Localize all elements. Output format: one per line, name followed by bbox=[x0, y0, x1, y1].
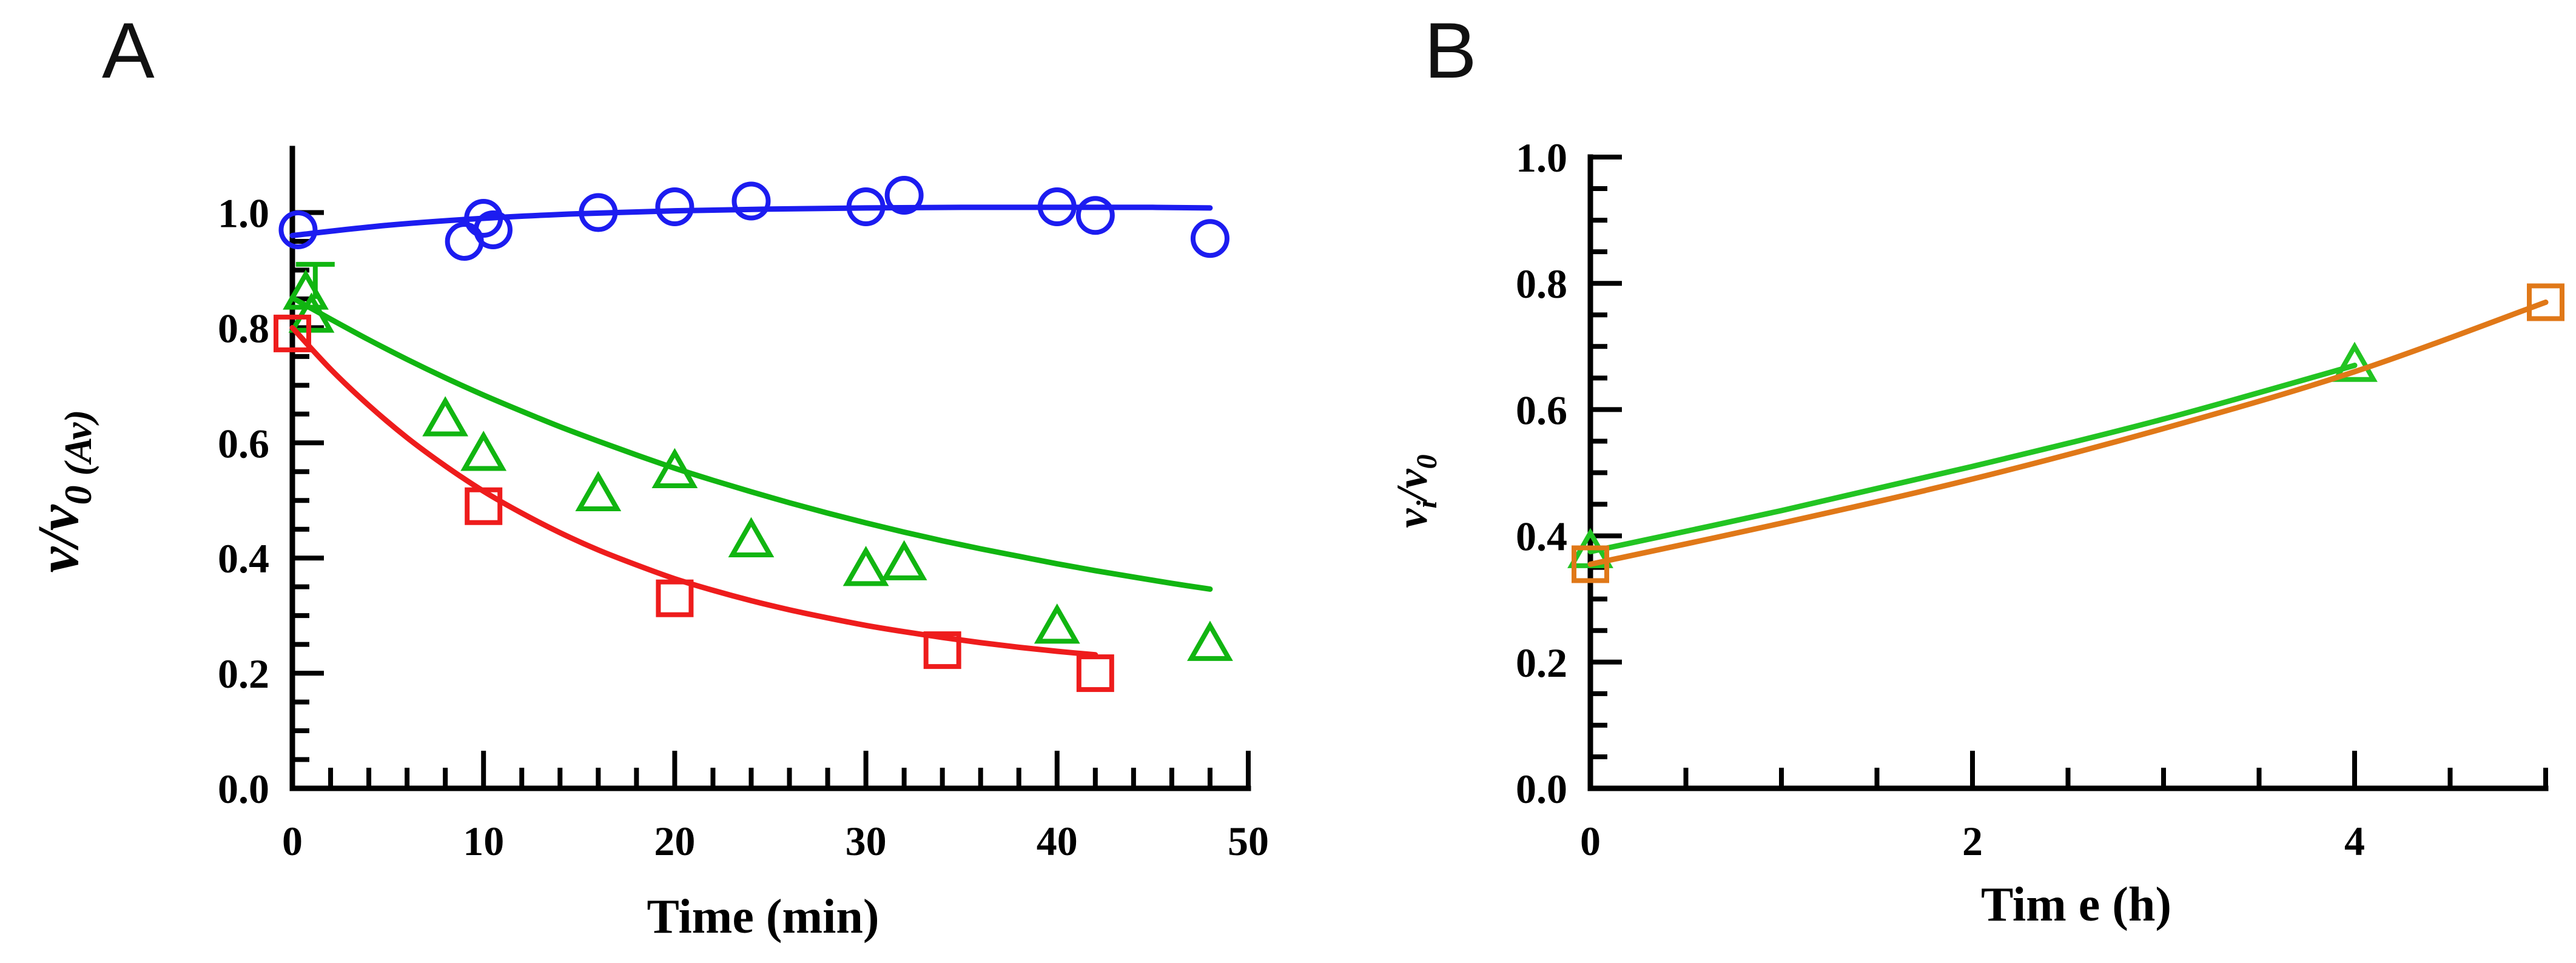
panel-a-circles-point bbox=[278, 210, 318, 249]
panel-a-circles-point bbox=[579, 193, 618, 232]
panel-a-letter: A bbox=[102, 6, 155, 95]
panel-a-y-tick-label: 0.4 bbox=[218, 535, 269, 582]
panel-a-x-axis-title: Time (min) bbox=[647, 890, 879, 944]
panel-a-triangles-point bbox=[1187, 620, 1233, 661]
panel-a-circles-point bbox=[846, 187, 886, 226]
panel-b-y-axis-title: vi/v0 bbox=[1388, 454, 1443, 528]
chart-panel-a: 0.0 0.2 0.4 0.6 0.8 1.0 0 10 20 30 40 50 bbox=[218, 146, 1269, 864]
panel-a-triangles-point bbox=[1034, 603, 1080, 644]
panel-a-squares-curve bbox=[289, 324, 1098, 658]
panel-a-triangles-point bbox=[422, 396, 469, 437]
panel-b-triangles-curve bbox=[1587, 363, 2358, 555]
panel-a-x-tick-label: 0 bbox=[282, 818, 303, 864]
panel-b-squares-curve bbox=[1587, 299, 2549, 567]
panel-a-circles-point bbox=[731, 181, 771, 221]
panel-a-squares-point bbox=[923, 631, 961, 669]
panel-a-y-title-sub: 0 (Av) bbox=[56, 410, 99, 505]
panel-a-squares-point bbox=[656, 579, 694, 617]
panel-a-circles-point bbox=[655, 187, 694, 226]
panel-a-triangles-point bbox=[881, 540, 927, 580]
panel-a-triangles-point bbox=[575, 471, 622, 511]
panel-b-x-tick-label: 2 bbox=[1962, 818, 1983, 864]
panel-a-x-tick-label: 20 bbox=[654, 818, 695, 864]
panel-b-letter: B bbox=[1424, 6, 1477, 95]
panel-a-x-tick-label: 10 bbox=[463, 818, 504, 864]
panel-a-y-tick-label: 0.8 bbox=[218, 305, 269, 351]
panel-a-squares-point bbox=[274, 314, 311, 352]
panel-a-circles-point bbox=[884, 175, 924, 215]
panel-a-y-tick-label: 1.0 bbox=[218, 190, 269, 236]
panel-b-triangles-point bbox=[2332, 341, 2378, 382]
panel-a-circles-point bbox=[473, 210, 513, 249]
panel-a-x-tick-label: 30 bbox=[846, 818, 887, 864]
panel-a-circles-point bbox=[1075, 196, 1115, 235]
panel-a-triangles-point bbox=[842, 546, 889, 586]
panel-a-triangles-point bbox=[651, 448, 698, 489]
panel-b-squares-point bbox=[2527, 283, 2564, 321]
panel-b-x-tick-label: 0 bbox=[1580, 818, 1601, 864]
panel-b-squares-point bbox=[1572, 545, 1609, 583]
panel-a-triangles-point bbox=[288, 292, 335, 333]
panel-a-y-tick-label: 0.6 bbox=[218, 420, 269, 466]
panel-a-squares-point bbox=[1076, 654, 1114, 693]
panel-a-circles-point bbox=[1190, 219, 1229, 258]
panel-a-triangles-curve bbox=[289, 295, 1213, 592]
panel-a-y-tick-label: 0.2 bbox=[218, 651, 269, 697]
panel-a-y-title-main: v/v bbox=[25, 504, 90, 572]
panel-a-circles-point bbox=[1037, 187, 1077, 226]
panel-a-x-tick-label: 50 bbox=[1228, 818, 1269, 864]
panel-b-y-tick-label: 0.8 bbox=[1516, 261, 1567, 307]
panel-a-y-tick-label: 0.0 bbox=[218, 766, 269, 812]
panel-a-squares-point bbox=[465, 487, 503, 525]
panel-b-y-title-v: v bbox=[1388, 508, 1436, 528]
panel-b-y-tick-label: 0.2 bbox=[1516, 640, 1567, 686]
panel-b-y-tick-label: 0.0 bbox=[1516, 766, 1567, 812]
panel-a-y-axis-title: v/v0 (Av) bbox=[25, 410, 99, 573]
panel-b-x-tick-label: 4 bbox=[2344, 818, 2365, 864]
panel-a-triangles-point bbox=[728, 517, 775, 557]
panel-a-circles-point bbox=[464, 198, 503, 238]
panel-a-x-tick-label: 40 bbox=[1037, 818, 1078, 864]
panel-b-y-tick-label: 0.6 bbox=[1516, 387, 1567, 433]
panel-b-y-title-sub-i: i bbox=[1411, 500, 1443, 509]
panel-b-y-title-sub-0: 0 bbox=[1411, 454, 1443, 469]
panel-a-triangles-point bbox=[460, 431, 507, 471]
panel-b-y-tick-label: 1.0 bbox=[1516, 135, 1567, 181]
chart-panel-b: 0.0 0.2 0.4 0.6 0.8 1.0 0 2 4 bbox=[1516, 135, 2564, 864]
panel-b-y-tick-label: 0.4 bbox=[1516, 514, 1567, 560]
panel-b-x-axis-title: Tim e (h) bbox=[1981, 878, 2171, 931]
panel-b-y-title-mid: /v bbox=[1388, 468, 1436, 503]
